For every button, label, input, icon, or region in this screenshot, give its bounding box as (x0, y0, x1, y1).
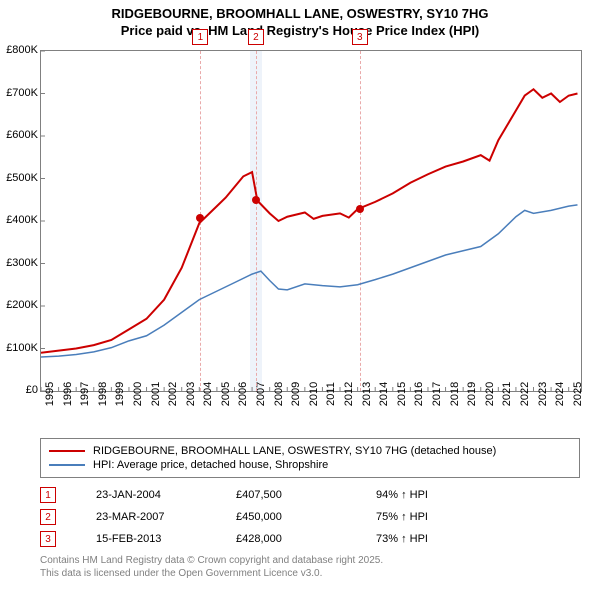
legend-row-blue: HPI: Average price, detached house, Shro… (49, 458, 571, 472)
y-tick-label: £400K (6, 214, 38, 226)
legend-label-blue: HPI: Average price, detached house, Shro… (93, 459, 328, 471)
footer-line1: Contains HM Land Registry data © Crown c… (40, 554, 383, 567)
sale-point-1 (196, 214, 204, 222)
sale-point-2 (252, 196, 260, 204)
legend-line-blue (49, 464, 85, 466)
y-tick-label: £200K (6, 299, 38, 311)
y-tick-label: £800K (6, 44, 38, 56)
y-tick-label: £300K (6, 257, 38, 269)
sale-row-price: £450,000 (236, 511, 376, 523)
sale-row-hpi: 94% ↑ HPI (376, 489, 428, 501)
sale-marker-1: 1 (192, 29, 208, 45)
footer: Contains HM Land Registry data © Crown c… (40, 554, 383, 580)
y-tick-label: £0 (26, 384, 38, 396)
sale-row-hpi: 75% ↑ HPI (376, 511, 428, 523)
chart-plot-area: 123 (40, 50, 582, 392)
sale-row-date: 23-MAR-2007 (96, 511, 236, 523)
sale-marker-3: 3 (352, 29, 368, 45)
sale-row-price: £407,500 (236, 489, 376, 501)
legend: RIDGEBOURNE, BROOMHALL LANE, OSWESTRY, S… (40, 438, 580, 478)
legend-label-red: RIDGEBOURNE, BROOMHALL LANE, OSWESTRY, S… (93, 445, 496, 457)
y-tick-label: £500K (6, 172, 38, 184)
sale-row-date: 23-JAN-2004 (96, 489, 236, 501)
y-tick-label: £600K (6, 129, 38, 141)
sale-marker-2: 2 (248, 29, 264, 45)
legend-row-red: RIDGEBOURNE, BROOMHALL LANE, OSWESTRY, S… (49, 444, 571, 458)
sale-row-num: 3 (40, 531, 56, 547)
sale-row: 3 15-FEB-2013£428,00073% ↑ HPI (40, 528, 428, 550)
sale-row: 2 23-MAR-2007£450,00075% ↑ HPI (40, 506, 428, 528)
footer-line2: This data is licensed under the Open Gov… (40, 567, 383, 580)
y-tick-label: £700K (6, 87, 38, 99)
sale-row-price: £428,000 (236, 533, 376, 545)
chart-svg (41, 51, 581, 391)
sale-row: 1 23-JAN-2004£407,50094% ↑ HPI (40, 484, 428, 506)
sale-row-hpi: 73% ↑ HPI (376, 533, 428, 545)
sale-row-date: 15-FEB-2013 (96, 533, 236, 545)
chart-title: RIDGEBOURNE, BROOMHALL LANE, OSWESTRY, S… (0, 0, 600, 40)
sale-point-3 (356, 205, 364, 213)
sales-table: 1 23-JAN-2004£407,50094% ↑ HPI 2 23-MAR-200… (40, 484, 428, 550)
legend-line-red (49, 450, 85, 452)
sale-row-num: 2 (40, 509, 56, 525)
y-tick-label: £100K (6, 342, 38, 354)
title-line2: Price paid vs. HM Land Registry's House … (0, 23, 600, 40)
title-line1: RIDGEBOURNE, BROOMHALL LANE, OSWESTRY, S… (0, 6, 600, 23)
sale-row-num: 1 (40, 487, 56, 503)
